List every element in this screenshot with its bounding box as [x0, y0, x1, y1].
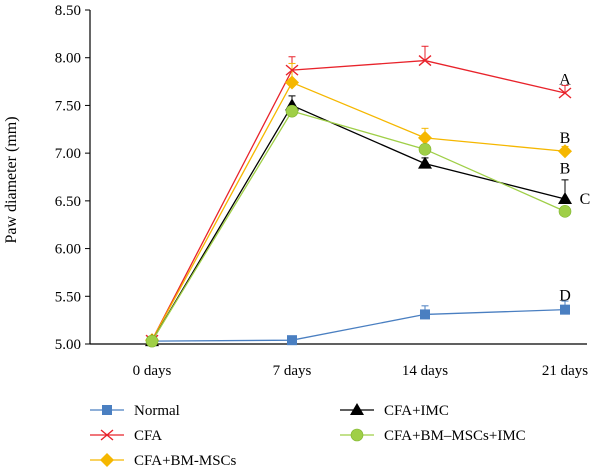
data-point-cfa: [418, 55, 432, 67]
error-bars: [288, 45, 569, 315]
legend-label: CFA+BM-MSCs: [134, 453, 237, 469]
y-tick-label: 5.50: [55, 289, 81, 305]
x-marker-stroke: [100, 429, 114, 441]
series-markers: [145, 55, 572, 348]
significance-letter: D: [559, 287, 571, 304]
series-line-normal: [151, 308, 566, 342]
x-tick-label: 21 days: [542, 363, 588, 379]
legend-label: Normal: [134, 403, 180, 419]
y-axis-title: Paw diameter (mm): [3, 116, 20, 243]
series-line-cfa-bm-mscs: [151, 81, 566, 341]
legend-item-cfa: CFA: [90, 428, 162, 444]
series-lines: [151, 59, 566, 342]
data-point-cfa-bm-mscs-imc: [145, 334, 159, 348]
legend-label: CFA+IMC: [384, 403, 449, 419]
x-marker-stroke: [558, 87, 572, 99]
y-tick-label: 7.00: [55, 146, 81, 162]
legend: Normal CFA CFA+BM-MSCs CFA+IMC CFA+BM–MSCs+I…: [90, 403, 526, 469]
data-point-cfa-bm-mscs-imc: [418, 143, 432, 156]
x-tick-label: 7 days: [273, 363, 312, 379]
data-point-normal: [560, 304, 570, 315]
series-line-cfa-imc: [151, 104, 566, 342]
data-point-cfa-imc: [558, 191, 572, 204]
significance-letter: B: [560, 160, 571, 177]
legend-item-cfa-bm-mscs-imc: CFA+BM–MSCs+IMC: [340, 428, 526, 444]
y-tick-label: 8.00: [55, 51, 81, 67]
data-point-cfa-bm-mscs-imc: [558, 205, 572, 218]
significance-letter: B: [560, 130, 571, 147]
y-tick-label: 6.50: [55, 194, 81, 210]
data-point-cfa: [285, 64, 299, 76]
data-point-cfa-bm-mscs: [285, 75, 299, 90]
x-marker-stroke: [418, 55, 432, 67]
data-point-normal: [287, 335, 297, 346]
significance-letter: C: [580, 191, 591, 208]
legend-label: CFA+BM–MSCs+IMC: [384, 428, 526, 444]
x-tick-label: 0 days: [133, 363, 172, 379]
legend-marker: [102, 405, 112, 415]
y-tick-label: 7.50: [55, 98, 81, 114]
legend-marker: [350, 428, 364, 442]
series-line-cfa-bm-mscs-imc: [151, 110, 566, 342]
legend-marker: [100, 453, 114, 467]
data-point-cfa-bm-mscs: [558, 144, 572, 159]
legend-item-cfa-imc: CFA+IMC: [340, 403, 449, 419]
data-point-cfa-bm-mscs-imc: [285, 104, 299, 118]
data-point-cfa-imc: [418, 156, 432, 169]
legend-item-cfa-bm-mscs: CFA+BM-MSCs: [90, 453, 237, 469]
x-marker-stroke: [285, 64, 299, 76]
data-point-cfa-bm-mscs: [418, 130, 432, 145]
axes: 5.00 5.50 6.00 6.50 7.00 7.50 8.00 8.50 0 days 7 …: [55, 3, 589, 379]
significance-letter: A: [559, 72, 571, 89]
y-tick-label: 8.50: [55, 3, 81, 19]
y-tick-label: 6.00: [55, 242, 81, 258]
legend-label: CFA: [134, 428, 162, 444]
x-tick-label: 14 days: [402, 363, 448, 379]
legend-marker: [100, 429, 114, 441]
series-line-cfa: [151, 59, 566, 341]
legend-marker: [350, 403, 364, 415]
legend-item-normal: Normal: [90, 403, 180, 419]
data-point-cfa: [558, 87, 572, 99]
data-point-normal: [420, 309, 430, 320]
y-tick-label: 5.00: [55, 337, 81, 353]
